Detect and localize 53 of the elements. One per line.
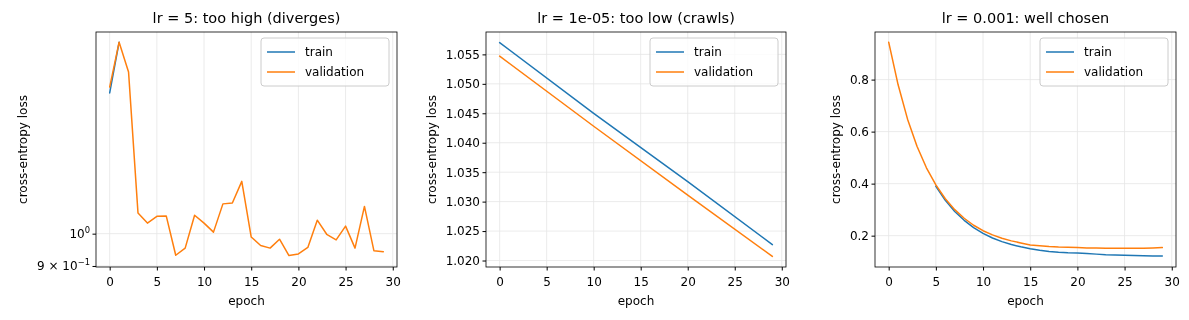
y-tick-label: 1.035: [445, 165, 480, 180]
chart-title: lr = 1e-05: too low (crawls): [537, 10, 735, 26]
y-tick-label: 1.030: [445, 194, 480, 209]
x-tick-label: 20: [680, 274, 696, 289]
line-series: [935, 185, 1164, 257]
x-tick-label: 10: [586, 274, 602, 289]
y-tick-label: 1.045: [445, 106, 480, 121]
x-tick-label: 25: [727, 274, 743, 289]
x-tick-label: 20: [291, 274, 307, 289]
y-axis-title: cross-entropy loss: [16, 95, 31, 204]
x-axis-title: epoch: [1007, 294, 1044, 308]
y-tick-label: 0.8: [849, 72, 869, 87]
legend-label: train: [694, 45, 722, 60]
x-axis-title: epoch: [617, 294, 655, 308]
chart-title: lr = 0.001: well chosen: [941, 10, 1110, 26]
x-tick-label: 5: [932, 274, 941, 289]
y-axis-title: cross-entropy loss: [828, 95, 843, 204]
x-tick-label: 30: [774, 274, 790, 289]
legend-label: validation: [694, 65, 754, 80]
line-series: [108, 41, 385, 257]
x-tick-label: 30: [385, 274, 401, 289]
x-tick-label: 5: [153, 274, 162, 289]
y-tick-label: 10$^{0}$: [69, 225, 90, 241]
x-tick-label: 15: [1023, 274, 1039, 289]
x-tick-label: 20: [1070, 274, 1086, 289]
x-tick-label: 0: [885, 274, 893, 289]
x-axis-title: epoch: [228, 294, 265, 308]
legend-label: train: [305, 45, 333, 60]
x-tick-label: 10: [196, 274, 213, 289]
legend-label: train: [1084, 45, 1112, 60]
x-tick-label: 15: [244, 274, 260, 289]
x-tick-label: 30: [1164, 274, 1180, 289]
x-tick-label: 15: [633, 274, 649, 289]
y-axis-title: cross-entropy loss: [424, 95, 439, 204]
y-tick-label: 0.2: [849, 229, 869, 243]
x-tick-label: 25: [338, 274, 354, 289]
y-tick-label: 1.020: [445, 253, 480, 268]
x-tick-label: 25: [1117, 274, 1133, 289]
x-tick-label: 10: [975, 274, 992, 289]
y-tick-label: 1.055: [445, 47, 480, 62]
y-tick-label: 0.6: [849, 124, 869, 139]
y-tick-label: 1.025: [445, 224, 480, 239]
x-tick-label: 0: [106, 274, 114, 289]
line-series: [887, 41, 1164, 249]
y-tick-label: 9 × 10$^{−1}$: [37, 257, 90, 274]
legend-label: validation: [1084, 65, 1144, 80]
x-tick-label: 5: [543, 274, 551, 289]
x-tick-label: 0: [496, 274, 504, 289]
chart-title: lr = 5: too high (diverges): [152, 10, 341, 26]
legend-label: validation: [305, 65, 365, 80]
y-tick-label: 0.4: [849, 176, 869, 191]
y-tick-label: 1.050: [445, 77, 480, 92]
y-tick-label: 1.040: [445, 136, 480, 151]
